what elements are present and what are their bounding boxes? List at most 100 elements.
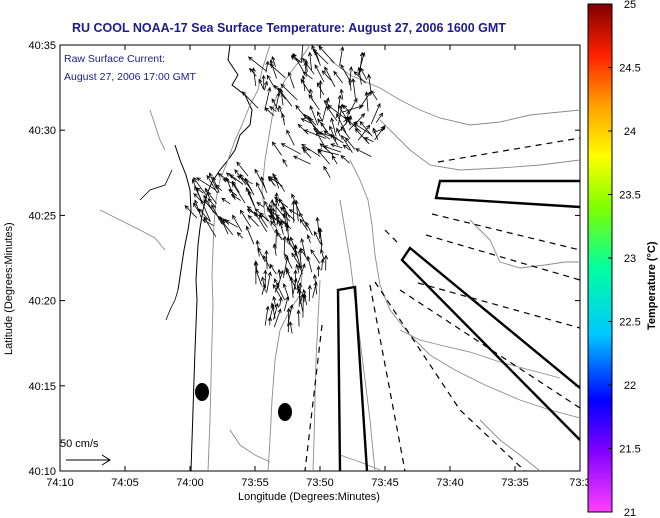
current-vector-arrow — [264, 249, 269, 270]
current-vector-arrow — [263, 80, 268, 91]
current-vector-arrow — [279, 88, 284, 106]
dashed-zone-lines — [304, 137, 580, 471]
current-vector-arrow — [273, 278, 285, 301]
current-vector-arrow — [287, 71, 295, 89]
current-vector-arrow — [269, 59, 277, 79]
coastline — [190, 45, 253, 471]
current-vector-arrow — [292, 277, 298, 295]
current-vector-arrow — [296, 309, 301, 327]
current-vector-arrow — [271, 55, 276, 68]
buoy-marker — [195, 383, 209, 401]
current-vector-arrow — [299, 218, 308, 231]
current-vector-arrow — [261, 276, 266, 292]
current-vector-arrow — [354, 128, 370, 145]
current-vector-arrow — [221, 197, 231, 205]
current-vector-arrow — [291, 54, 302, 64]
current-vector-arrow — [274, 228, 279, 249]
scale-label: 50 cm/s — [60, 438, 99, 450]
current-vector-arrow — [269, 176, 275, 185]
current-vector-arrow — [274, 281, 280, 293]
current-vector-arrow — [192, 202, 200, 212]
current-vector-arrow — [316, 265, 321, 277]
current-vector-arrow — [194, 199, 202, 218]
current-vector-arrow — [278, 296, 283, 307]
colorbar-tick-label: 23 — [624, 253, 636, 265]
x-tick-label: 73:45 — [371, 477, 399, 489]
current-vector-arrow — [370, 102, 381, 125]
current-vector-arrow — [295, 263, 300, 274]
current-vector-arrow — [264, 305, 270, 326]
y-axis-label: Latitude (Degrees:Minutes) — [3, 222, 15, 355]
current-vector-arrow — [204, 187, 211, 199]
current-vector-arrow — [348, 77, 353, 91]
colorbar-tick-label: 22 — [624, 380, 636, 392]
current-vector-arrow — [203, 216, 217, 238]
current-vector-arrow — [300, 118, 312, 124]
current-vector-arrow — [340, 134, 353, 153]
current-vector-arrow — [274, 192, 279, 215]
current-vector-arrow — [333, 70, 343, 84]
current-vector-arrow — [309, 105, 319, 126]
x-tick-label: 73:50 — [306, 477, 334, 489]
current-vector-arrow — [320, 248, 325, 261]
current-vector-arrow — [296, 263, 306, 287]
y-tick-label: 40:25 — [28, 210, 56, 222]
current-vector-arrow — [193, 193, 203, 203]
current-vectors — [184, 45, 386, 334]
current-vector-arrow — [286, 129, 295, 146]
current-vector-arrow — [294, 199, 299, 222]
current-vector-arrow — [291, 200, 296, 223]
current-vector-arrow — [344, 137, 356, 150]
current-vector-arrow — [337, 116, 352, 133]
current-vector-arrow — [254, 261, 259, 275]
current-vector-arrow — [275, 215, 280, 226]
current-vector-arrow — [281, 204, 287, 225]
current-vector-arrow — [273, 302, 279, 320]
current-vector-arrow — [301, 146, 311, 151]
current-vector-arrow — [364, 91, 369, 112]
current-label-line1: Raw Surface Current: — [64, 53, 165, 65]
current-vector-arrow — [290, 55, 300, 63]
current-vector-arrow — [343, 116, 351, 123]
current-vector-arrow — [211, 204, 223, 224]
current-vector-arrow — [222, 218, 230, 225]
y-tick-label: 40:30 — [28, 125, 56, 137]
current-vector-arrow — [373, 127, 386, 134]
current-vector-arrow — [236, 161, 249, 177]
current-vector-arrow — [302, 292, 307, 303]
current-vector-arrow — [312, 281, 318, 298]
current-vector-arrow — [265, 60, 270, 73]
map-title: RU COOL NOAA-17 Sea Surface Temperature:… — [72, 21, 506, 35]
y-axis: 40:35 40:30 40:25 40:20 40:15 40:10 — [28, 40, 580, 478]
current-vector-arrow — [236, 175, 253, 185]
current-vector-arrow — [336, 113, 347, 133]
current-vector-arrow — [340, 63, 351, 81]
current-vector-arrow — [317, 226, 323, 246]
colorbar-tick-label: 21 — [624, 507, 636, 518]
current-vector-arrow — [255, 239, 260, 257]
current-vector-arrow — [246, 205, 258, 217]
current-vector-arrow — [293, 244, 302, 269]
current-vector-arrow — [301, 143, 321, 157]
current-vector-arrow — [277, 268, 282, 280]
current-vector-arrow — [300, 45, 304, 63]
current-vector-arrow — [261, 283, 267, 296]
current-vector-arrow — [241, 91, 259, 109]
x-tick-label: 74:10 — [46, 477, 74, 489]
y-tick-label: 40:20 — [28, 296, 56, 308]
current-vector-arrow — [322, 145, 342, 153]
current-vector-arrow — [355, 148, 372, 157]
current-vector-arrow — [370, 89, 378, 101]
current-vector-arrow — [348, 65, 354, 86]
current-vector-arrow — [292, 155, 311, 165]
current-vector-arrow — [215, 184, 222, 192]
current-vector-arrow — [287, 304, 294, 327]
current-vector-arrow — [357, 51, 366, 76]
current-vector-arrow — [217, 173, 229, 181]
current-vector-arrow — [300, 237, 306, 257]
current-vector-arrow — [245, 186, 255, 206]
plot-frame — [59, 44, 581, 472]
current-vector-arrow — [297, 288, 304, 312]
current-vector-arrow — [272, 283, 283, 300]
current-vector-arrow — [323, 100, 331, 107]
